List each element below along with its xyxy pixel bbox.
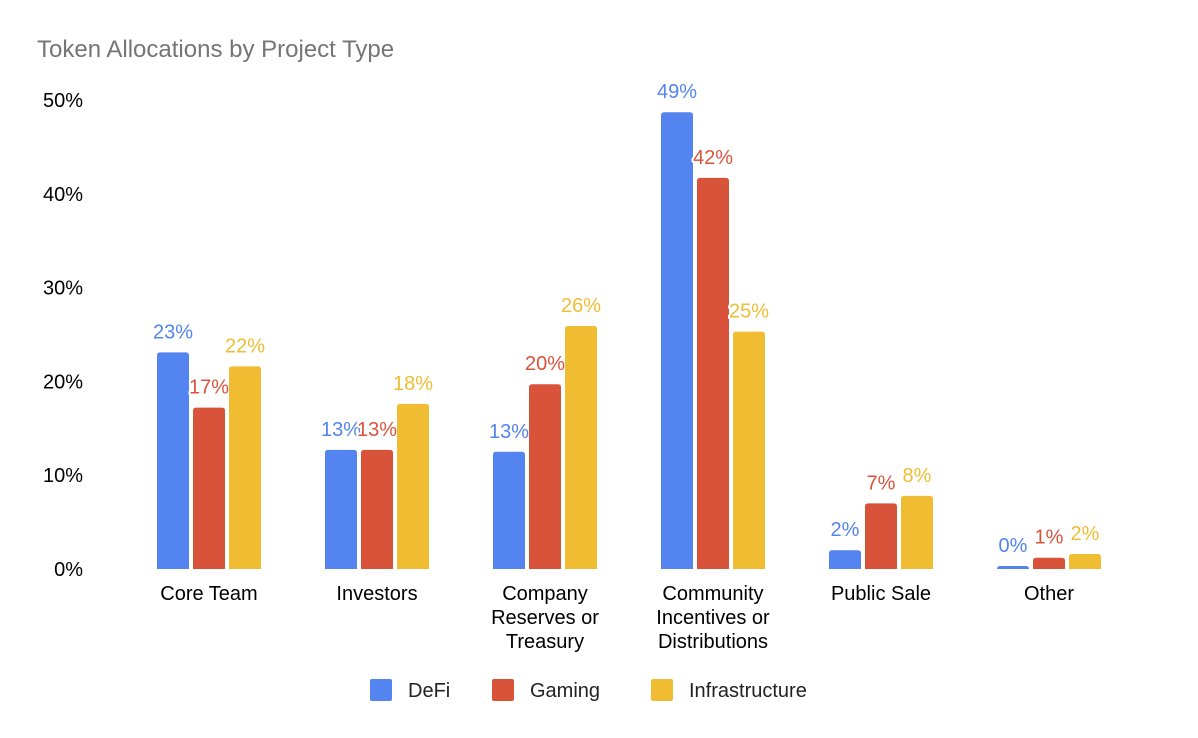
data-label: 8% [903,465,932,487]
category-label: Community [662,583,763,605]
legend-swatch [492,679,514,701]
category-label: Treasury [506,631,584,653]
data-label: 1% [1035,527,1064,549]
legend-item-defi[interactable]: DeFi [370,679,450,702]
category-label: Distributions [658,631,768,653]
legend-swatch [651,679,673,701]
bar-infrastructure [901,495,933,569]
category-label: Core Team [160,583,257,605]
bar-gaming [865,503,897,569]
bar-infrastructure [733,331,765,569]
data-label: 2% [1071,523,1100,545]
bar-defi [157,352,189,569]
data-label: 13% [321,419,361,441]
legend-label: Infrastructure [689,680,807,702]
category-label: Public Sale [831,583,931,605]
bar-infrastructure [1069,553,1101,569]
category-label: Other [1024,583,1074,605]
bar-defi [493,451,525,569]
bar-defi [325,449,357,569]
bar-gaming [361,449,393,569]
category-label: Investors [336,583,417,605]
legend-label: DeFi [408,680,450,702]
data-label: 13% [489,421,529,443]
bar-defi [997,566,1029,569]
data-label: 20% [525,353,565,375]
data-label: 22% [225,335,265,357]
bar-infrastructure [397,403,429,569]
chart-title: Token Allocations by Project Type [37,36,394,63]
bar-gaming [697,177,729,569]
category-label: Company [502,583,588,605]
bar-infrastructure [565,326,597,569]
bar-gaming [529,384,561,569]
legend-label: Gaming [530,680,600,702]
y-tick-label: 0% [54,559,83,581]
data-label: 26% [561,295,601,317]
data-label: 7% [867,472,896,494]
data-label: 42% [693,147,733,169]
data-label: 2% [831,519,860,541]
y-tick-label: 50% [43,90,83,112]
data-label: 18% [393,373,433,395]
data-label: 0% [999,535,1028,557]
y-tick-label: 30% [43,278,83,300]
y-tick-label: 20% [43,371,83,393]
y-tick-label: 40% [43,184,83,206]
data-label: 13% [357,419,397,441]
bar-gaming [1033,557,1065,569]
category-label: Reserves or [491,607,599,629]
y-tick-label: 10% [43,465,83,487]
data-label: 17% [189,377,229,399]
legend-item-infrastructure[interactable]: Infrastructure [651,679,807,702]
bar-defi [661,112,693,569]
bar-infrastructure [229,366,261,569]
data-label: 25% [729,301,769,323]
data-label: 49% [657,81,697,103]
legend-item-gaming[interactable]: Gaming [492,679,600,702]
data-label: 23% [153,321,193,343]
category-label: Incentives or [656,607,770,629]
bar-defi [829,550,861,569]
bar-gaming [193,407,225,569]
legend-swatch [370,679,392,701]
